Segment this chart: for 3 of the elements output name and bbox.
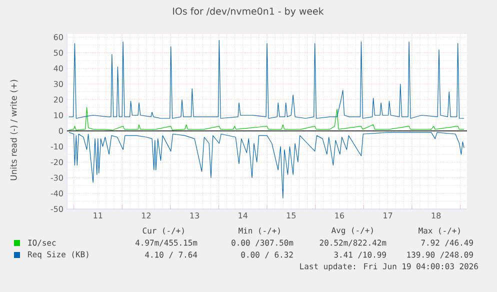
line-series bbox=[68, 107, 464, 130]
chart-title: IOs for /dev/nvme0n1 - by week bbox=[173, 7, 324, 17]
y-axis-title: Units read (-) / write (+) bbox=[10, 80, 18, 180]
